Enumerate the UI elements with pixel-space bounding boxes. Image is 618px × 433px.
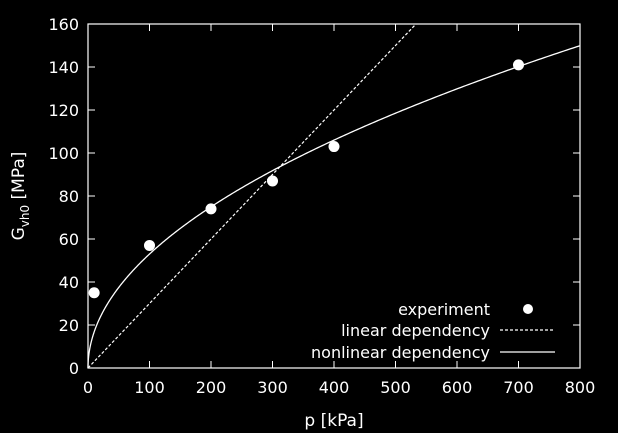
legend-label-experiment: experiment <box>398 300 490 319</box>
y-axis-label: Gvh0 [MPa] <box>9 152 32 241</box>
x-tick-label: 500 <box>380 378 411 397</box>
x-tick-label: 600 <box>442 378 473 397</box>
y-tick-label: 120 <box>48 101 79 120</box>
legend-marker-experiment <box>523 304 533 314</box>
x-tick-label: 400 <box>319 378 350 397</box>
experiment-point <box>328 141 340 153</box>
x-tick-label: 200 <box>196 378 227 397</box>
legend-label-nonlinear: nonlinear dependency <box>311 343 490 362</box>
y-axis-label-unit: [MPa] <box>9 152 29 205</box>
y-axis-label-main: G <box>9 227 29 240</box>
legend: experiment linear dependency nonlinear d… <box>311 300 555 362</box>
y-tick-label: 160 <box>48 15 79 34</box>
experiment-point <box>88 287 100 299</box>
experiment-point <box>513 59 524 71</box>
linear-dependency-line <box>87 23 417 369</box>
x-tick-label: 100 <box>134 378 165 397</box>
axis-ticks <box>87 23 581 369</box>
x-tick-label: 0 <box>83 378 93 397</box>
plot-area <box>87 23 581 369</box>
x-tick-label: 300 <box>257 378 288 397</box>
y-tick-label: 100 <box>48 144 79 163</box>
y-axis-label-subscript: vh0 <box>18 205 32 227</box>
y-tick-label: 80 <box>59 187 79 206</box>
y-tick-label: 140 <box>48 58 79 77</box>
x-tick-label: 700 <box>503 378 534 397</box>
x-tick-label: 800 <box>565 378 596 397</box>
experiment-point <box>205 203 217 215</box>
y-tick-label: 60 <box>59 230 79 249</box>
y-tick-label: 0 <box>69 359 79 378</box>
experiment-point <box>267 175 278 187</box>
x-axis-label: p [kPa] <box>304 411 363 431</box>
y-tick-label: 40 <box>59 273 79 292</box>
experiment-point <box>144 239 155 251</box>
legend-label-linear: linear dependency <box>341 321 490 340</box>
axis-tick-labels: 0 100 200 300 400 500 600 700 800 0 20 40 60 80 100 120… <box>48 15 595 397</box>
y-tick-label: 20 <box>59 316 79 335</box>
experiment-points <box>88 59 524 299</box>
